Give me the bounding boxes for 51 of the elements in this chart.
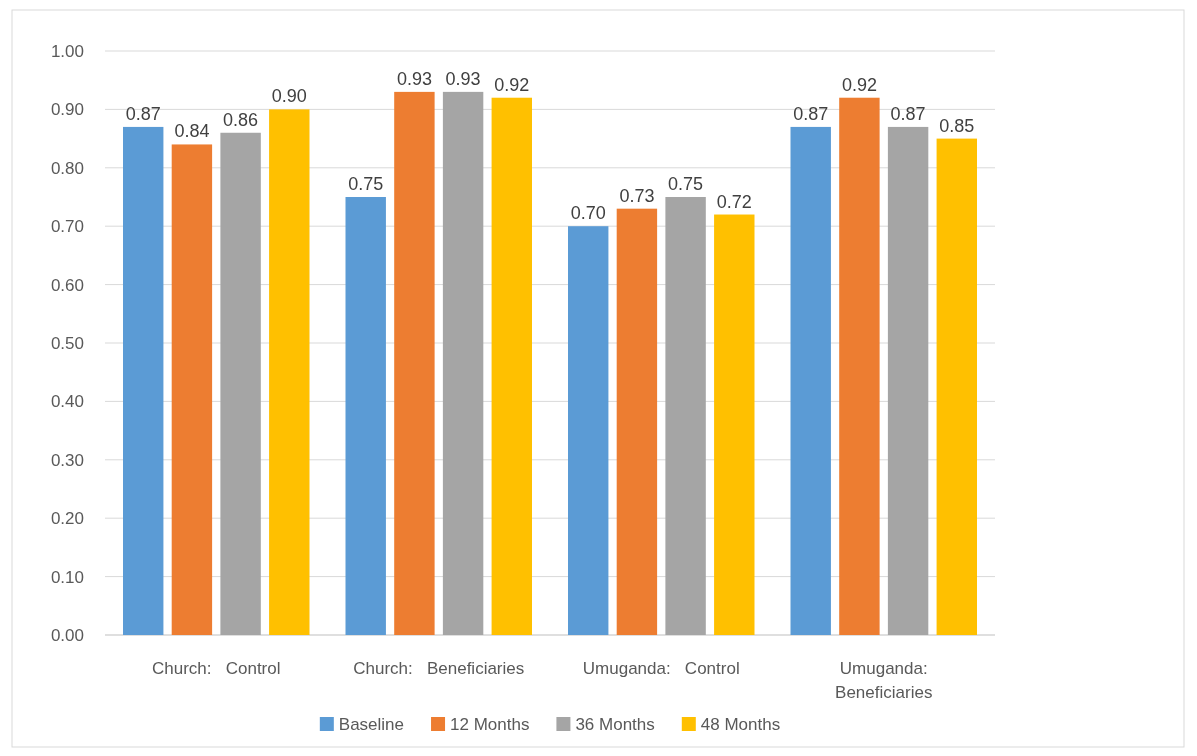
- x-tick-label: Umuganda: Beneficiaries: [835, 659, 933, 702]
- data-label: 0.93: [396, 68, 432, 89]
- y-tick-label: 0.10: [50, 567, 84, 587]
- data-label: 0.92: [841, 74, 877, 95]
- y-tick-label: 0.80: [50, 158, 84, 178]
- data-label: 0.87: [125, 103, 161, 124]
- x-tick-label: Umuganda: Control: [582, 659, 740, 678]
- data-label: 0.85: [939, 115, 975, 136]
- data-label: 0.70: [570, 203, 606, 224]
- bar: [171, 144, 213, 635]
- y-tick-label: 0.40: [50, 392, 84, 412]
- bar: [665, 197, 706, 635]
- y-tick-label: 0.50: [50, 333, 84, 353]
- data-label: 0.84: [174, 121, 210, 142]
- data-label: 0.93: [445, 68, 481, 89]
- x-tick-label: Church: Beneficiaries: [353, 659, 525, 678]
- y-tick-label: 0.90: [50, 100, 84, 120]
- bar: [345, 197, 386, 635]
- bar: [568, 226, 609, 635]
- data-label: 0.86: [223, 109, 259, 130]
- y-tick-label: 1.00: [50, 41, 84, 61]
- bar: [790, 126, 831, 635]
- y-tick-label: 0.60: [50, 275, 84, 295]
- bar: [269, 109, 310, 635]
- data-label: 0.72: [716, 191, 752, 212]
- data-label: 0.87: [890, 103, 926, 124]
- data-label: 0.75: [348, 174, 384, 194]
- bar: [123, 126, 164, 635]
- bar: [442, 91, 484, 635]
- bar: [220, 132, 261, 635]
- legend-label: Baseline: [338, 714, 405, 734]
- bar: [616, 208, 658, 635]
- data-label: 0.87: [793, 103, 829, 124]
- data-label: 0.92: [494, 74, 530, 95]
- y-tick-label: 0.00: [50, 625, 84, 645]
- y-tick-label: 0.70: [50, 217, 84, 237]
- bar: [839, 97, 880, 635]
- bar: [714, 214, 755, 635]
- data-label: 0.75: [668, 174, 704, 194]
- bar: [887, 126, 929, 635]
- data-label: 0.73: [619, 185, 655, 206]
- y-tick-label: 0.30: [50, 450, 84, 470]
- legend-label: 48 Months: [700, 714, 781, 734]
- legend-label: 36 Months: [575, 714, 655, 734]
- legend-label: 12 Months: [450, 714, 530, 734]
- x-tick-label: Church: Control: [152, 659, 281, 678]
- y-tick-label: 0.20: [50, 509, 84, 529]
- bar: [491, 97, 532, 635]
- bar: [936, 138, 977, 635]
- bar: [394, 91, 435, 635]
- data-label: 0.90: [271, 86, 307, 107]
